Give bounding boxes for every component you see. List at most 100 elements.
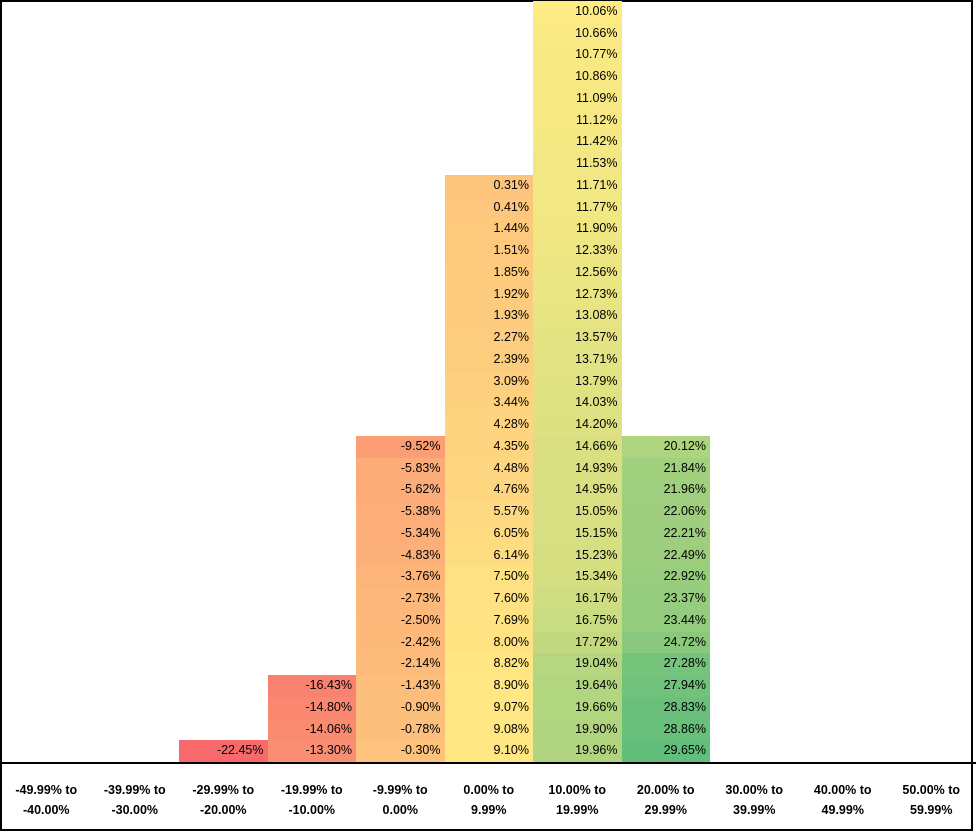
value-cell: 11.71% bbox=[533, 174, 622, 197]
value-cell: 29.65% bbox=[621, 740, 710, 762]
value-cell: 21.84% bbox=[621, 457, 710, 480]
value-cell: 8.82% bbox=[444, 653, 533, 675]
value-cell: 14.93% bbox=[533, 457, 622, 480]
value-label: 22.21% bbox=[663, 525, 706, 540]
value-cell: 11.09% bbox=[533, 87, 622, 110]
value-cell: -2.73% bbox=[356, 588, 445, 610]
value-cell: 13.08% bbox=[533, 305, 622, 327]
category-label: 50.00% to 59.99% bbox=[902, 783, 961, 817]
value-label: 2.27% bbox=[493, 330, 529, 344]
category-label: 20.00% to 29.99% bbox=[636, 783, 695, 817]
value-label: 6.14% bbox=[493, 547, 529, 562]
value-label: 6.05% bbox=[493, 525, 529, 540]
value-cell: -16.43% bbox=[267, 675, 356, 697]
value-label: 14.20% bbox=[575, 417, 618, 431]
value-cell: 5.57% bbox=[444, 501, 533, 523]
value-cell: 10.06% bbox=[533, 0, 622, 23]
value-cell: -5.62% bbox=[356, 479, 445, 501]
value-label: 13.71% bbox=[575, 351, 618, 366]
value-cell: 9.10% bbox=[444, 740, 533, 762]
value-label: 12.56% bbox=[575, 264, 618, 279]
value-label: 19.04% bbox=[575, 656, 618, 671]
value-cell: -2.42% bbox=[356, 631, 445, 654]
value-label: -5.38% bbox=[400, 504, 441, 518]
value-cell: 11.12% bbox=[533, 109, 622, 132]
value-label: 19.66% bbox=[575, 699, 618, 714]
value-cell: -2.14% bbox=[356, 653, 445, 675]
value-cell: 19.64% bbox=[533, 675, 622, 697]
value-label: 11.71% bbox=[576, 177, 618, 192]
value-label: 12.33% bbox=[575, 243, 618, 257]
category-label: 10.00% to 19.99% bbox=[548, 783, 607, 817]
value-cell: 22.21% bbox=[621, 522, 710, 545]
value-cell: 9.07% bbox=[444, 696, 533, 719]
value-cell: -22.45% bbox=[179, 740, 268, 762]
value-label: 8.00% bbox=[493, 634, 529, 649]
value-cell: 17.72% bbox=[533, 631, 622, 654]
value-cell: 23.44% bbox=[621, 609, 710, 632]
value-cell: 11.42% bbox=[533, 131, 622, 153]
value-cell: 1.51% bbox=[444, 240, 533, 262]
value-label: -14.80% bbox=[305, 699, 352, 714]
value-label: 12.73% bbox=[575, 286, 618, 301]
category-label: 30.00% to 39.99% bbox=[725, 783, 784, 817]
value-cell: 10.66% bbox=[533, 22, 622, 45]
value-label: 14.93% bbox=[575, 460, 618, 475]
value-label: 4.28% bbox=[493, 417, 529, 431]
value-label: 2.39% bbox=[493, 351, 529, 366]
value-cell: -1.43% bbox=[356, 675, 445, 697]
value-label: 17.72% bbox=[575, 634, 618, 649]
value-cell: 1.85% bbox=[444, 261, 533, 284]
value-cell: 13.71% bbox=[533, 348, 622, 371]
value-cell: 23.37% bbox=[621, 588, 710, 610]
value-cell: 19.90% bbox=[533, 718, 622, 741]
value-label: 7.60% bbox=[493, 591, 529, 605]
value-label: 22.92% bbox=[663, 569, 706, 584]
value-cell: -14.80% bbox=[267, 696, 356, 719]
value-label: 9.07% bbox=[493, 699, 529, 714]
value-label: -4.83% bbox=[400, 547, 441, 562]
value-cell: 0.31% bbox=[444, 174, 533, 197]
value-label: 22.49% bbox=[663, 547, 706, 562]
value-cell: 8.90% bbox=[444, 675, 533, 697]
category-label: 0.00% to 9.99% bbox=[463, 783, 515, 817]
value-label: 11.77% bbox=[576, 199, 618, 214]
value-label: 22.06% bbox=[663, 504, 706, 518]
value-label: 1.92% bbox=[493, 286, 529, 301]
value-label: -16.43% bbox=[305, 678, 352, 692]
value-cell: 14.95% bbox=[533, 479, 622, 501]
value-cell: 0.41% bbox=[444, 196, 533, 219]
value-cell: 11.77% bbox=[533, 196, 622, 219]
value-label: 14.66% bbox=[575, 438, 618, 453]
value-cell: 16.75% bbox=[533, 609, 622, 632]
value-label: -2.42% bbox=[400, 634, 441, 649]
value-label: -2.73% bbox=[400, 591, 441, 605]
value-label: 3.09% bbox=[493, 373, 529, 388]
category-label: -9.99% to 0.00% bbox=[372, 783, 428, 817]
value-label: -13.30% bbox=[305, 743, 352, 758]
value-cell: -2.50% bbox=[356, 609, 445, 632]
value-cell: 1.92% bbox=[444, 283, 533, 306]
value-label: -0.90% bbox=[400, 699, 441, 714]
value-label: -2.14% bbox=[400, 656, 441, 671]
value-cell: -14.06% bbox=[267, 718, 356, 741]
value-label: 9.10% bbox=[493, 743, 529, 758]
value-label: 1.51% bbox=[493, 243, 529, 257]
value-label: -5.83% bbox=[400, 460, 441, 475]
value-label: 11.09% bbox=[576, 90, 618, 105]
value-label: 19.64% bbox=[575, 678, 618, 692]
value-cell: 12.33% bbox=[533, 240, 622, 262]
value-cell: -5.34% bbox=[356, 522, 445, 545]
value-label: -9.52% bbox=[400, 438, 441, 453]
value-cell: 20.12% bbox=[621, 435, 710, 458]
value-label: 15.05% bbox=[575, 504, 618, 518]
value-label: 14.03% bbox=[575, 395, 618, 410]
value-cell: 13.79% bbox=[533, 370, 622, 393]
value-label: -0.78% bbox=[400, 721, 441, 736]
value-cell: 27.94% bbox=[621, 675, 710, 697]
value-label: 23.37% bbox=[663, 591, 706, 605]
value-label: 19.96% bbox=[575, 743, 618, 758]
value-label: 14.95% bbox=[575, 482, 618, 497]
value-label: 7.50% bbox=[493, 569, 529, 584]
value-label: 15.34% bbox=[575, 569, 618, 584]
